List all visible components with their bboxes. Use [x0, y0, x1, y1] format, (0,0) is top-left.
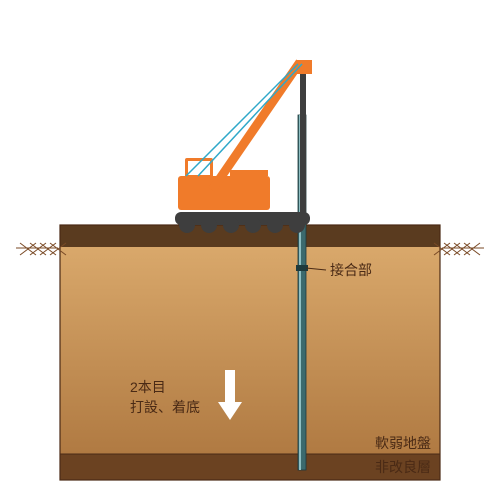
crane-wheel — [223, 217, 239, 233]
crane-wheel — [245, 217, 261, 233]
crane-wheel — [201, 217, 217, 233]
crane-wheel — [179, 217, 195, 233]
joint-label: 接合部 — [330, 262, 372, 278]
pile-driving-diagram: 接合部 2本目打設、着底軟弱地盤非改良層 — [0, 0, 500, 500]
note-line2: 打設、着底 — [130, 399, 200, 415]
crane-wheel — [267, 217, 283, 233]
nonimproved-label: 非改良層 — [375, 459, 431, 475]
soft-ground-label: 軟弱地盤 — [375, 435, 431, 451]
note-line1: 2本目 — [130, 379, 166, 395]
crane-leader — [300, 74, 306, 224]
soft-ground-layer — [60, 247, 440, 454]
crane-counterweight — [230, 170, 268, 176]
crane-body — [178, 176, 270, 210]
